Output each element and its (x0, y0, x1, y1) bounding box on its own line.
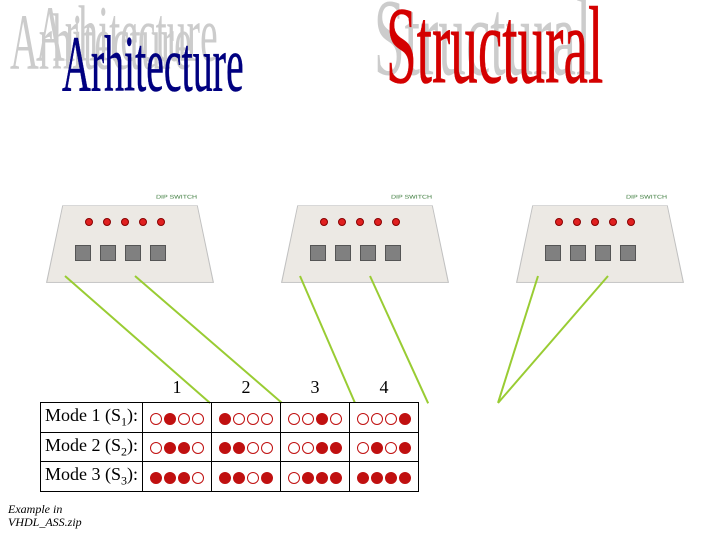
row-label: Mode 1 (S1): (41, 403, 143, 433)
led-on-icon (150, 472, 162, 484)
led-off-icon (330, 413, 342, 425)
dot-cell (143, 432, 212, 462)
led-on-icon (302, 472, 314, 484)
connector-line (497, 275, 609, 403)
led-off-icon (192, 472, 204, 484)
led-off-icon (288, 413, 300, 425)
circuit-board: DIP SWITCH (525, 190, 675, 290)
led-off-icon (247, 413, 259, 425)
led-on-icon (164, 413, 176, 425)
footer-note: Example inVHDL_ASS.zip (8, 503, 82, 529)
table-col-header: 1 (143, 375, 212, 403)
led-on-icon (399, 413, 411, 425)
dot-cell (281, 403, 350, 433)
led-off-icon (233, 413, 245, 425)
title-left: Arhitecture (62, 20, 244, 111)
dot-cell (281, 432, 350, 462)
led-on-icon (371, 442, 383, 454)
led-off-icon (357, 413, 369, 425)
row-label: Mode 3 (S3): (41, 462, 143, 492)
led-off-icon (150, 442, 162, 454)
led-on-icon (399, 472, 411, 484)
dot-cell (350, 403, 419, 433)
led-off-icon (261, 442, 273, 454)
table-col-header: 4 (350, 375, 419, 403)
led-off-icon (357, 442, 369, 454)
circuit-board: DIP SWITCH (55, 190, 205, 290)
led-off-icon (192, 413, 204, 425)
led-off-icon (261, 413, 273, 425)
led-off-icon (247, 472, 259, 484)
connector-line (497, 276, 539, 404)
led-on-icon (316, 442, 328, 454)
led-on-icon (399, 442, 411, 454)
led-off-icon (385, 413, 397, 425)
led-off-icon (302, 413, 314, 425)
table-col-header: 2 (212, 375, 281, 403)
dot-cell (143, 403, 212, 433)
led-off-icon (178, 413, 190, 425)
row-label: Mode 2 (S2): (41, 432, 143, 462)
led-off-icon (150, 413, 162, 425)
led-on-icon (219, 472, 231, 484)
led-on-icon (385, 472, 397, 484)
dot-cell (350, 462, 419, 492)
led-on-icon (164, 472, 176, 484)
dot-cell (212, 432, 281, 462)
led-off-icon (247, 442, 259, 454)
led-on-icon (330, 442, 342, 454)
led-on-icon (219, 442, 231, 454)
led-on-icon (316, 413, 328, 425)
dot-cell (350, 432, 419, 462)
led-on-icon (316, 472, 328, 484)
led-off-icon (192, 442, 204, 454)
table-row: Mode 1 (S1): (41, 403, 419, 433)
title-right: Structural (386, 0, 603, 109)
led-on-icon (219, 413, 231, 425)
dot-cell (281, 462, 350, 492)
circuit-board: DIP SWITCH (290, 190, 440, 290)
led-on-icon (178, 442, 190, 454)
mode-table: 1234 Mode 1 (S1):Mode 2 (S2):Mode 3 (S3): (40, 375, 419, 492)
led-off-icon (288, 472, 300, 484)
dot-cell (212, 403, 281, 433)
table-row: Mode 3 (S3): (41, 462, 419, 492)
led-on-icon (233, 442, 245, 454)
dot-cell (212, 462, 281, 492)
table-col-header: 3 (281, 375, 350, 403)
led-on-icon (178, 472, 190, 484)
led-off-icon (385, 442, 397, 454)
table-row: Mode 2 (S2): (41, 432, 419, 462)
led-off-icon (302, 442, 314, 454)
led-off-icon (371, 413, 383, 425)
led-off-icon (288, 442, 300, 454)
led-on-icon (164, 442, 176, 454)
dot-cell (143, 462, 212, 492)
led-on-icon (371, 472, 383, 484)
led-on-icon (330, 472, 342, 484)
led-on-icon (233, 472, 245, 484)
led-on-icon (357, 472, 369, 484)
led-on-icon (261, 472, 273, 484)
